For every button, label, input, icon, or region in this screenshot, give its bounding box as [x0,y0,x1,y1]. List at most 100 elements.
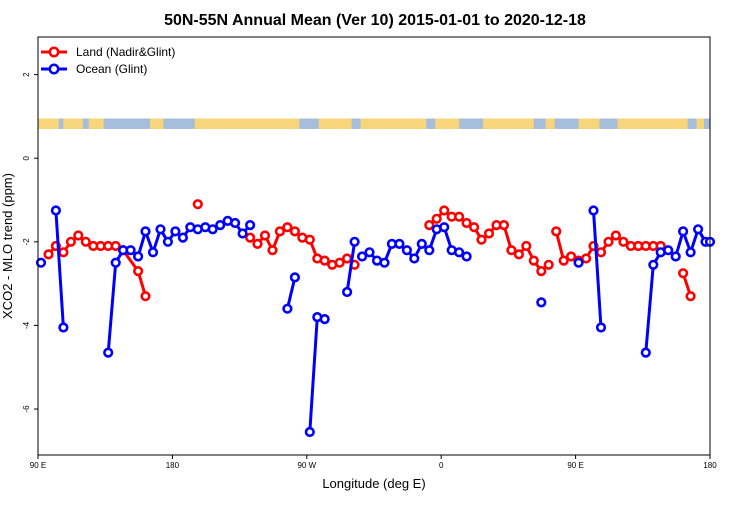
ocean-data-point [640,347,651,358]
ocean-data-point [357,251,368,262]
x-tick-label: 180 [703,461,717,470]
land-ocean-mask [38,118,710,129]
ocean-data-point [125,245,136,256]
y-axis-label: XCO2 - MLO trend (ppm) [0,173,15,319]
y-tick-label: 2 [22,72,31,77]
land-data-point [65,236,76,247]
ocean-series-line [644,227,710,353]
land-data-point [73,230,84,241]
land-data-point [140,291,151,302]
land-data-point [259,230,271,241]
ocean-data-point [58,322,69,333]
land-band-span [318,118,352,129]
ocean-series-line [54,210,65,328]
ocean-data-point [177,232,188,243]
land-band-span [696,118,705,129]
land-data-point [431,213,442,224]
land-band-span [483,118,534,129]
ocean-data-point [424,245,435,256]
land-data-point [192,199,203,210]
x-tick-label: 90 W [297,461,316,470]
ocean-data-point [140,226,151,237]
legend-ocean-label: Ocean (Glint) [76,62,147,76]
land-data-point [595,247,607,258]
ocean-data-point [364,247,375,258]
ocean-data-point [342,286,353,298]
chart-title: 50N-55N Annual Mean (Ver 10) 2015-01-01 … [164,12,586,29]
ocean-data-point [147,247,159,258]
land-data-point [274,226,286,237]
land-data-point [289,226,301,237]
ocean-data-point [461,251,472,262]
land-data-point [342,253,353,264]
land-band-span [360,118,427,129]
x-tick-label: 90 E [30,461,46,470]
land-data-point [580,253,592,264]
y-tick-label: -6 [22,405,31,413]
land-band-span [578,118,600,129]
y-tick-label: 0 [22,155,31,160]
ocean-data-point [50,205,62,216]
ocean-data-point [439,222,450,233]
land-data-point [282,222,293,233]
y-tick-label: -4 [22,321,31,329]
ocean-data-point [155,224,166,235]
ocean-data-point [401,245,413,256]
land-data-point [252,238,263,249]
ocean-data-point [230,217,241,229]
ocean-data-point [454,247,465,258]
land-data-point [483,228,495,239]
ocean-data-point [289,272,301,283]
land-data-point [245,232,256,243]
ocean-data-point [648,259,659,270]
ocean-data-point [207,224,218,235]
x-tick-label: 180 [166,461,180,470]
land-data-point [513,249,525,260]
land-band-span [545,118,555,129]
ocean-data-point [215,220,226,231]
land-data-point [603,236,614,247]
ocean-series-line [592,210,603,328]
ocean-data-point [588,205,599,216]
ocean-data-point [692,224,704,235]
ocean-data-point [110,257,121,268]
land-data-point [267,245,278,256]
ocean-data-point [573,257,584,268]
land-data-point [58,247,69,258]
land-data-point [454,211,465,222]
ocean-data-point [670,251,681,262]
land-data-point [618,236,629,247]
land-data-point [565,251,577,262]
ocean-data-point [394,238,405,249]
ocean-data-point [349,236,360,247]
ocean-data-point [245,220,256,231]
land-data-point [133,266,144,277]
legend: Land (Nadir&Glint) Ocean (Glint) [41,45,175,76]
ocean-data-point [35,257,47,268]
x-tick-label: 0 [439,461,444,470]
land-band-span [194,118,300,129]
ocean-data-point [409,253,420,264]
land-data-point [80,236,91,247]
ocean-data-point [319,314,330,325]
ocean-data-point [133,251,144,262]
land-data-point [424,220,435,231]
ocean-data-point [595,322,607,333]
series-land [43,199,696,302]
land-data-point [476,234,487,245]
land-data-point [334,257,345,268]
ocean-series-line [285,277,297,310]
land-data-point [439,205,450,216]
land-data-point [677,268,689,279]
legend-land-marker [48,46,60,58]
ocean-data-point [103,347,114,358]
x-axis: 90 E 180 90 W 0 90 E 180 [30,455,717,470]
land-band-span [435,118,460,129]
plot-area [35,199,716,438]
land-band-span [63,118,83,129]
ocean-data-point [237,228,248,239]
land-data-point [551,226,562,237]
land-data-point [521,240,532,252]
land-band-span [150,118,164,129]
land-band-span [38,118,59,129]
